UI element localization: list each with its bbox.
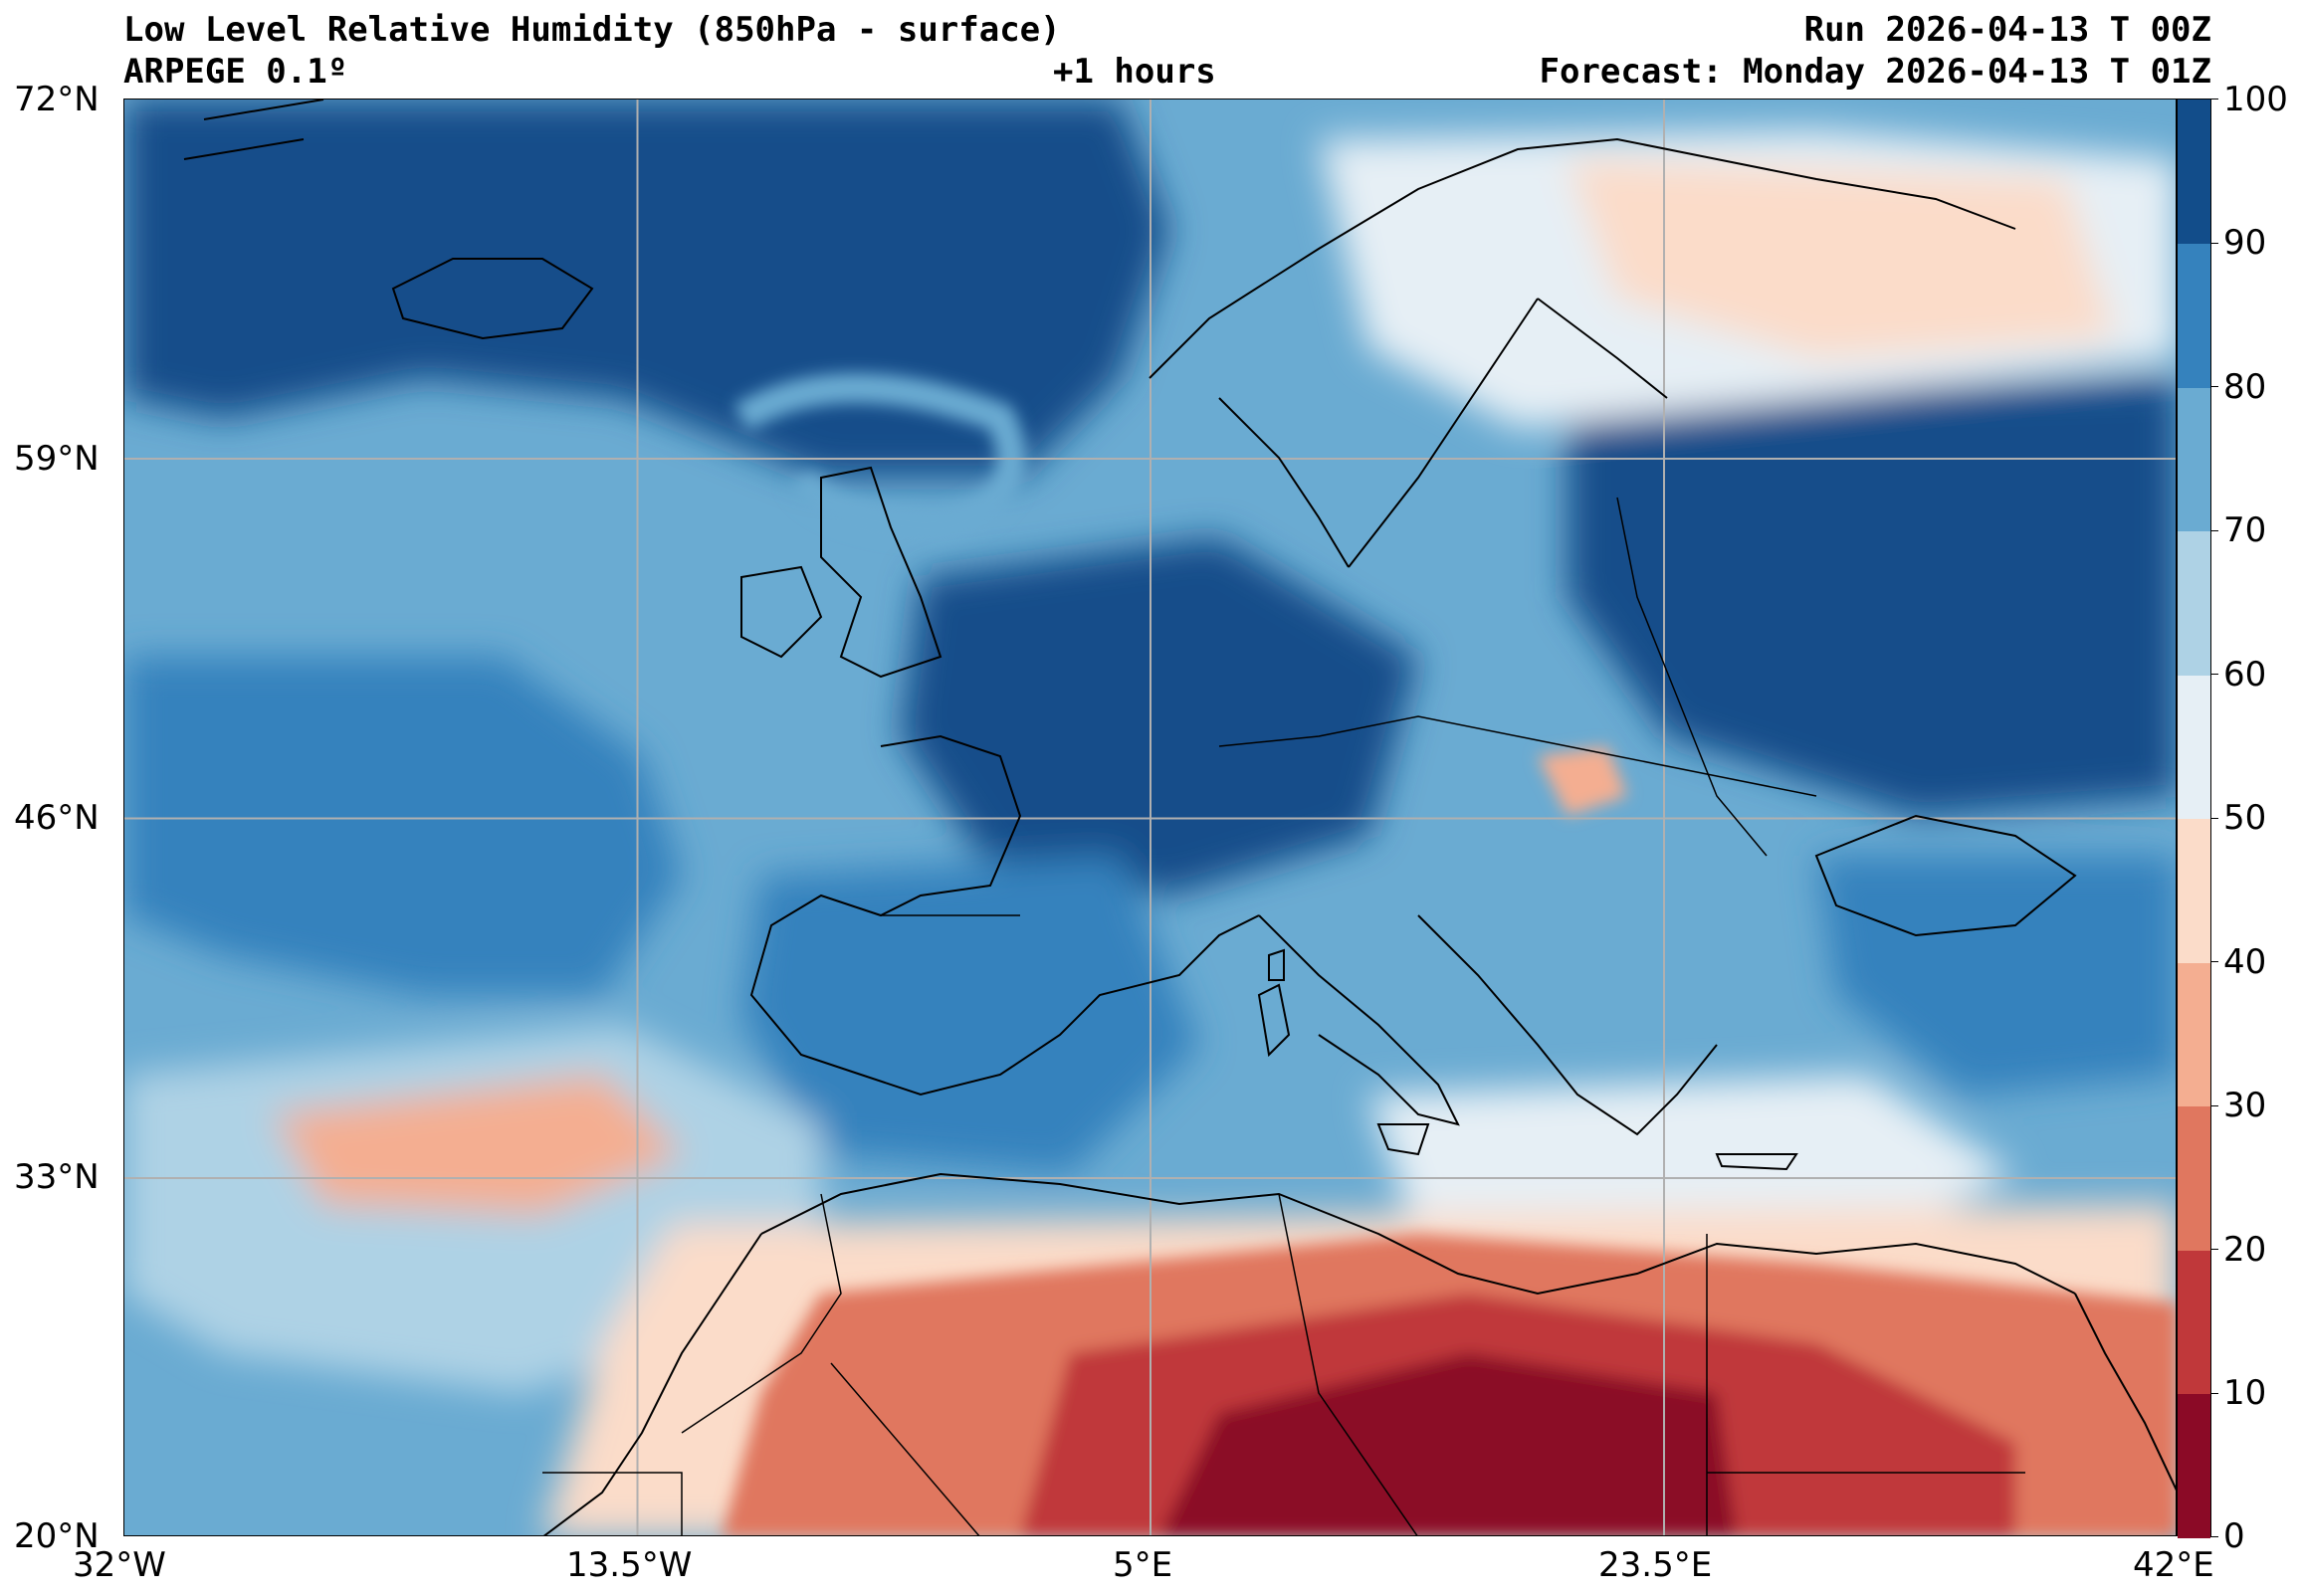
- field-dry-hungary: [1538, 746, 1627, 816]
- humidity-colorbar: [2177, 99, 2211, 1538]
- colorbar-label-40: 40: [2223, 942, 2267, 982]
- lon-label-23-5e: 23.5°E: [1598, 1545, 1713, 1585]
- humidity-map: [123, 99, 2177, 1536]
- field-humid-iberia: [741, 856, 1199, 1174]
- border-eastern-europe: [1616, 497, 1768, 857]
- coast-black-sea: [1814, 814, 2077, 937]
- gridlines: [124, 100, 2176, 1535]
- colorbar-label-100: 100: [2223, 80, 2288, 119]
- coast-red-sea: [2074, 1293, 2176, 1492]
- colorbar-label-30: 30: [2223, 1086, 2267, 1125]
- colorbar-tick: [2210, 817, 2218, 819]
- colorbar-tick: [2210, 961, 2218, 962]
- colorbar-tick: [2210, 529, 2218, 531]
- coast-ireland: [740, 565, 823, 659]
- lon-label-42e: 42°E: [2133, 1545, 2214, 1585]
- colorbar-label-80: 80: [2223, 367, 2267, 407]
- coast-iceland: [391, 258, 594, 340]
- colorbar-tick: [2210, 386, 2218, 387]
- lon-label-13-5w: 13.5°W: [566, 1545, 693, 1585]
- colorbar-segment-80-90: [2178, 243, 2210, 388]
- coast-italy: [1258, 914, 1460, 1126]
- field-humid-turkey: [1816, 856, 2176, 1095]
- run-time: Run 2026-04-13 T 00Z: [1803, 10, 2211, 50]
- field-very-humid-central-europe: [901, 537, 1418, 896]
- forecast-time: Forecast: Monday 2026-04-13 T 01Z: [1539, 52, 2211, 92]
- model-name: ARPEGE 0.1º: [123, 52, 348, 92]
- coast-scandinavia: [1149, 137, 2016, 568]
- border-central-europe: [1218, 715, 1817, 797]
- colorbar-segment-40-50: [2178, 818, 2210, 963]
- colorbar-label-90: 90: [2223, 223, 2267, 263]
- border-morocco-algeria: [681, 1193, 842, 1434]
- coast-great-britain: [820, 466, 942, 679]
- colorbar-segment-0-10: [2178, 1393, 2210, 1538]
- colorbar-segment-30-40: [2178, 962, 2210, 1106]
- colorbar-tick: [2210, 99, 2218, 100]
- colorbar-tick: [2210, 1392, 2218, 1394]
- coast-balkans: [1417, 914, 1718, 1136]
- colorbar-segment-60-70: [2178, 530, 2210, 676]
- borders: [542, 497, 2025, 1535]
- map-title: Low Level Relative Humidity (850hPa - su…: [123, 10, 1061, 50]
- lat-label-46n: 46°N: [14, 798, 100, 838]
- colorbar-segment-20-30: [2178, 1105, 2210, 1251]
- lat-label-20n: 20°N: [14, 1516, 100, 1556]
- colorbar-label-60: 60: [2223, 655, 2267, 695]
- coastlines: [183, 100, 2176, 1535]
- coast-corsica: [1268, 948, 1285, 981]
- coast-west-africa: [543, 1233, 762, 1535]
- colorbar-label-70: 70: [2223, 510, 2267, 550]
- colorbar-tick: [2210, 242, 2218, 244]
- colorbar-tick: [2210, 1536, 2218, 1537]
- coast-greenland: [183, 100, 324, 160]
- colorbar-tick: [2210, 1104, 2218, 1106]
- coast-north-africa: [760, 1172, 2076, 1296]
- field-swirl-atlantic: [733, 373, 1027, 543]
- coast-sardinia: [1257, 983, 1291, 1058]
- colorbar-segment-90-100: [2178, 100, 2210, 244]
- colorbar-tick: [2210, 674, 2218, 675]
- coast-sicily: [1376, 1123, 1430, 1156]
- field-humid-eastern-europe: [1568, 378, 2176, 816]
- colorbar-tick: [2210, 1249, 2218, 1250]
- colorbar-label-50: 50: [2223, 798, 2267, 838]
- colorbar-label-0: 0: [2223, 1516, 2245, 1556]
- colorbar-segment-50-60: [2178, 675, 2210, 819]
- lon-label-32w: 32°W: [73, 1545, 166, 1585]
- field-extremely-dry-libya: [1159, 1353, 1737, 1535]
- field-humid-atlantic-west: [124, 657, 682, 995]
- border-mali-algeria: [830, 1362, 980, 1535]
- coast-crete: [1715, 1153, 1798, 1171]
- border-western-sahara: [542, 1472, 683, 1535]
- coast-western-europe: [749, 734, 1260, 1097]
- lat-label-72n: 72°N: [14, 80, 100, 119]
- lat-label-59n: 59°N: [14, 439, 100, 479]
- colorbar-label-10: 10: [2223, 1373, 2267, 1413]
- lead-time: +1 hours: [1053, 52, 1216, 92]
- lat-label-33n: 33°N: [14, 1157, 100, 1197]
- lon-label-5e: 5°E: [1113, 1545, 1173, 1585]
- border-algeria-libya: [1278, 1193, 1418, 1535]
- colorbar-segment-10-20: [2178, 1250, 2210, 1394]
- colorbar-label-20: 20: [2223, 1230, 2267, 1270]
- colorbar-segment-70-80: [2178, 387, 2210, 531]
- field-dry-lapland: [1568, 159, 2115, 358]
